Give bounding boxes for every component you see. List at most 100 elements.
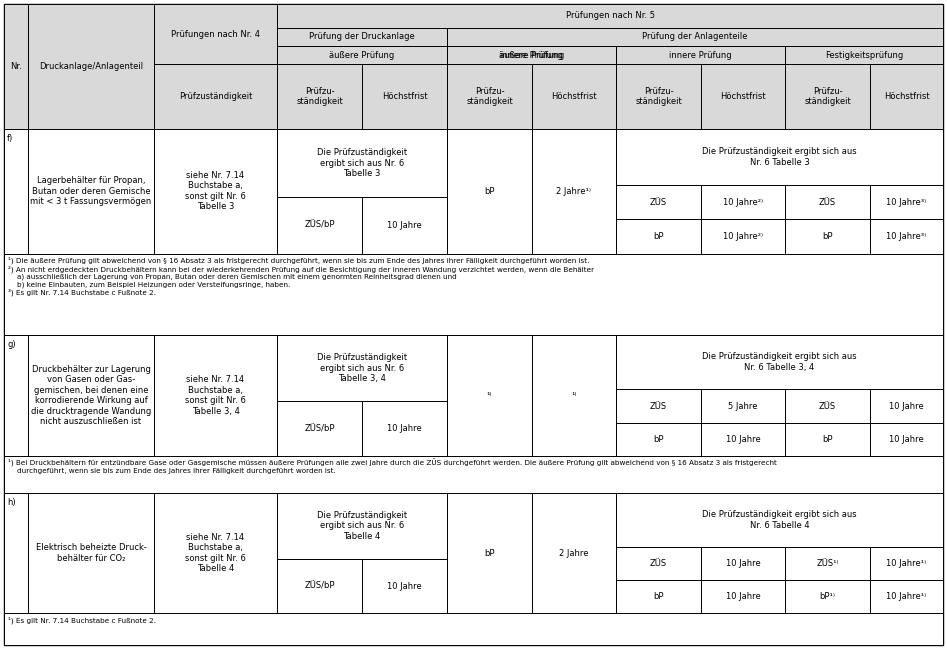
Bar <box>616 547 701 580</box>
Bar <box>701 422 785 456</box>
Bar <box>447 493 532 613</box>
Text: innere Prüfung: innere Prüfung <box>670 51 732 60</box>
Text: Die Prüfzuständigkeit
ergibt sich aus Nr. 6
Tabelle 4: Die Prüfzuständigkeit ergibt sich aus Nr… <box>317 511 407 541</box>
Bar <box>154 4 277 64</box>
Text: bP: bP <box>484 187 494 196</box>
Text: ¹) Bei Druckbehältern für entzündbare Gase oder Gasgemische müssen äußere Prüfun: ¹) Bei Druckbehältern für entzündbare Ga… <box>8 459 777 474</box>
Bar <box>616 335 943 389</box>
Bar <box>616 219 701 254</box>
Bar <box>532 493 616 613</box>
Text: Die Prüfzuständigkeit ergibt sich aus
Nr. 6 Tabelle 3, 4: Die Prüfzuständigkeit ergibt sich aus Nr… <box>702 352 857 372</box>
Bar <box>785 219 870 254</box>
Bar <box>870 185 943 219</box>
Text: ZÜS: ZÜS <box>819 197 836 206</box>
Bar <box>447 129 532 254</box>
Bar <box>701 64 785 129</box>
Text: 2 Jahre¹⁾: 2 Jahre¹⁾ <box>557 187 592 196</box>
Bar <box>154 335 277 456</box>
Text: bP¹⁾: bP¹⁾ <box>819 593 835 602</box>
Text: Prüfung der Anlagenteile: Prüfung der Anlagenteile <box>642 32 748 42</box>
Bar <box>362 64 447 129</box>
Text: 10 Jahre: 10 Jahre <box>387 582 421 591</box>
Text: Prüfzu-
ständigkeit: Prüfzu- ständigkeit <box>635 87 682 106</box>
Text: 10 Jahre³⁾: 10 Jahre³⁾ <box>886 232 926 241</box>
Text: ZÜS/bP: ZÜS/bP <box>304 221 334 230</box>
Bar <box>277 335 447 402</box>
Text: bP: bP <box>653 435 664 444</box>
Bar <box>4 335 28 456</box>
Bar <box>870 64 943 129</box>
Bar <box>4 493 28 613</box>
Text: Elektrisch beheizte Druck-
behälter für CO₂: Elektrisch beheizte Druck- behälter für … <box>36 543 147 563</box>
Text: äußere Prüfung: äußere Prüfung <box>499 51 564 60</box>
Bar <box>4 456 943 493</box>
Text: äußere Prüfung: äußere Prüfung <box>330 51 395 60</box>
Text: 10 Jahre: 10 Jahre <box>725 559 760 568</box>
Bar <box>616 129 943 185</box>
Text: ¹⁾: ¹⁾ <box>487 391 492 400</box>
Text: ZÜS¹⁾: ZÜS¹⁾ <box>816 559 839 568</box>
Bar <box>616 46 785 64</box>
Bar <box>701 389 785 422</box>
Bar <box>4 4 28 129</box>
Text: Prüfzu-
ständigkeit: Prüfzu- ständigkeit <box>804 87 850 106</box>
Text: ZÜS/bP: ZÜS/bP <box>304 424 334 433</box>
Text: Prüfzu-
ständigkeit: Prüfzu- ständigkeit <box>466 87 513 106</box>
Bar <box>277 64 362 129</box>
Bar <box>701 547 785 580</box>
Bar <box>616 185 701 219</box>
Text: Höchstfrist: Höchstfrist <box>884 92 929 101</box>
Bar <box>277 197 362 254</box>
Text: 10 Jahre: 10 Jahre <box>387 221 421 230</box>
Bar <box>447 46 616 64</box>
Bar <box>447 46 616 64</box>
Text: Die Prüfzuständigkeit ergibt sich aus
Nr. 6 Tabelle 3: Die Prüfzuständigkeit ergibt sich aus Nr… <box>702 147 857 167</box>
Text: Die Prüfzuständigkeit
ergibt sich aus Nr. 6
Tabelle 3: Die Prüfzuständigkeit ergibt sich aus Nr… <box>317 148 407 178</box>
Text: g): g) <box>7 340 15 349</box>
Bar <box>701 185 785 219</box>
Bar <box>447 64 532 129</box>
Text: ¹) Es gilt Nr. 7.14 Buchstabe c Fußnote 2.: ¹) Es gilt Nr. 7.14 Buchstabe c Fußnote … <box>8 617 156 624</box>
Text: Die Prüfzuständigkeit ergibt sich aus
Nr. 6 Tabelle 4: Die Prüfzuständigkeit ergibt sich aus Nr… <box>702 510 857 530</box>
Bar <box>616 64 701 129</box>
Bar <box>362 559 447 613</box>
Bar <box>616 493 943 547</box>
Text: siehe Nr. 7.14
Buchstabe a,
sonst gilt Nr. 6
Tabelle 3: siehe Nr. 7.14 Buchstabe a, sonst gilt N… <box>185 171 246 212</box>
Text: Lagerbehälter für Propan,
Butan oder deren Gemische
mit < 3 t Fassungsvermögen: Lagerbehälter für Propan, Butan oder der… <box>30 177 152 206</box>
Bar <box>277 402 362 456</box>
Bar <box>277 129 447 197</box>
Text: h): h) <box>7 498 15 507</box>
Bar <box>277 493 447 559</box>
Bar <box>870 580 943 613</box>
Text: bP: bP <box>484 548 494 557</box>
Bar <box>616 422 701 456</box>
Text: Prüfungen nach Nr. 4: Prüfungen nach Nr. 4 <box>171 30 260 39</box>
Bar <box>362 402 447 456</box>
Text: bP: bP <box>653 232 664 241</box>
Text: Höchstfrist: Höchstfrist <box>382 92 427 101</box>
Text: Druckanlage/Anlagenteil: Druckanlage/Anlagenteil <box>39 62 143 71</box>
Text: 10 Jahre: 10 Jahre <box>889 435 924 444</box>
Bar <box>154 493 277 613</box>
Bar <box>154 129 277 254</box>
Text: ZÜS: ZÜS <box>650 197 667 206</box>
Text: siehe Nr. 7.14
Buchstabe a,
sonst gilt Nr. 6
Tabelle 4: siehe Nr. 7.14 Buchstabe a, sonst gilt N… <box>185 533 246 573</box>
Text: ZÜS/bP: ZÜS/bP <box>304 582 334 591</box>
Bar <box>28 129 154 254</box>
Bar <box>447 28 943 46</box>
Bar <box>701 219 785 254</box>
Text: ¹) Die äußere Prüfung gilt abweichend von § 16 Absatz 3 als fristgerecht durchge: ¹) Die äußere Prüfung gilt abweichend vo… <box>8 256 594 297</box>
Bar <box>870 547 943 580</box>
Text: 10 Jahre: 10 Jahre <box>387 424 421 433</box>
Bar <box>870 219 943 254</box>
Bar <box>277 46 447 64</box>
Bar <box>277 28 447 46</box>
Text: ZÜS: ZÜS <box>650 402 667 411</box>
Text: siehe Nr. 7.14
Buchstabe a,
sonst gilt Nr. 6
Tabelle 3, 4: siehe Nr. 7.14 Buchstabe a, sonst gilt N… <box>185 375 246 415</box>
Text: Prüfungen nach Nr. 5: Prüfungen nach Nr. 5 <box>565 11 654 20</box>
Text: ¹⁾: ¹⁾ <box>571 391 577 400</box>
Text: ZÜS: ZÜS <box>819 402 836 411</box>
Text: Höchstfrist: Höchstfrist <box>551 92 597 101</box>
Bar <box>4 613 943 645</box>
Text: bP: bP <box>653 593 664 602</box>
